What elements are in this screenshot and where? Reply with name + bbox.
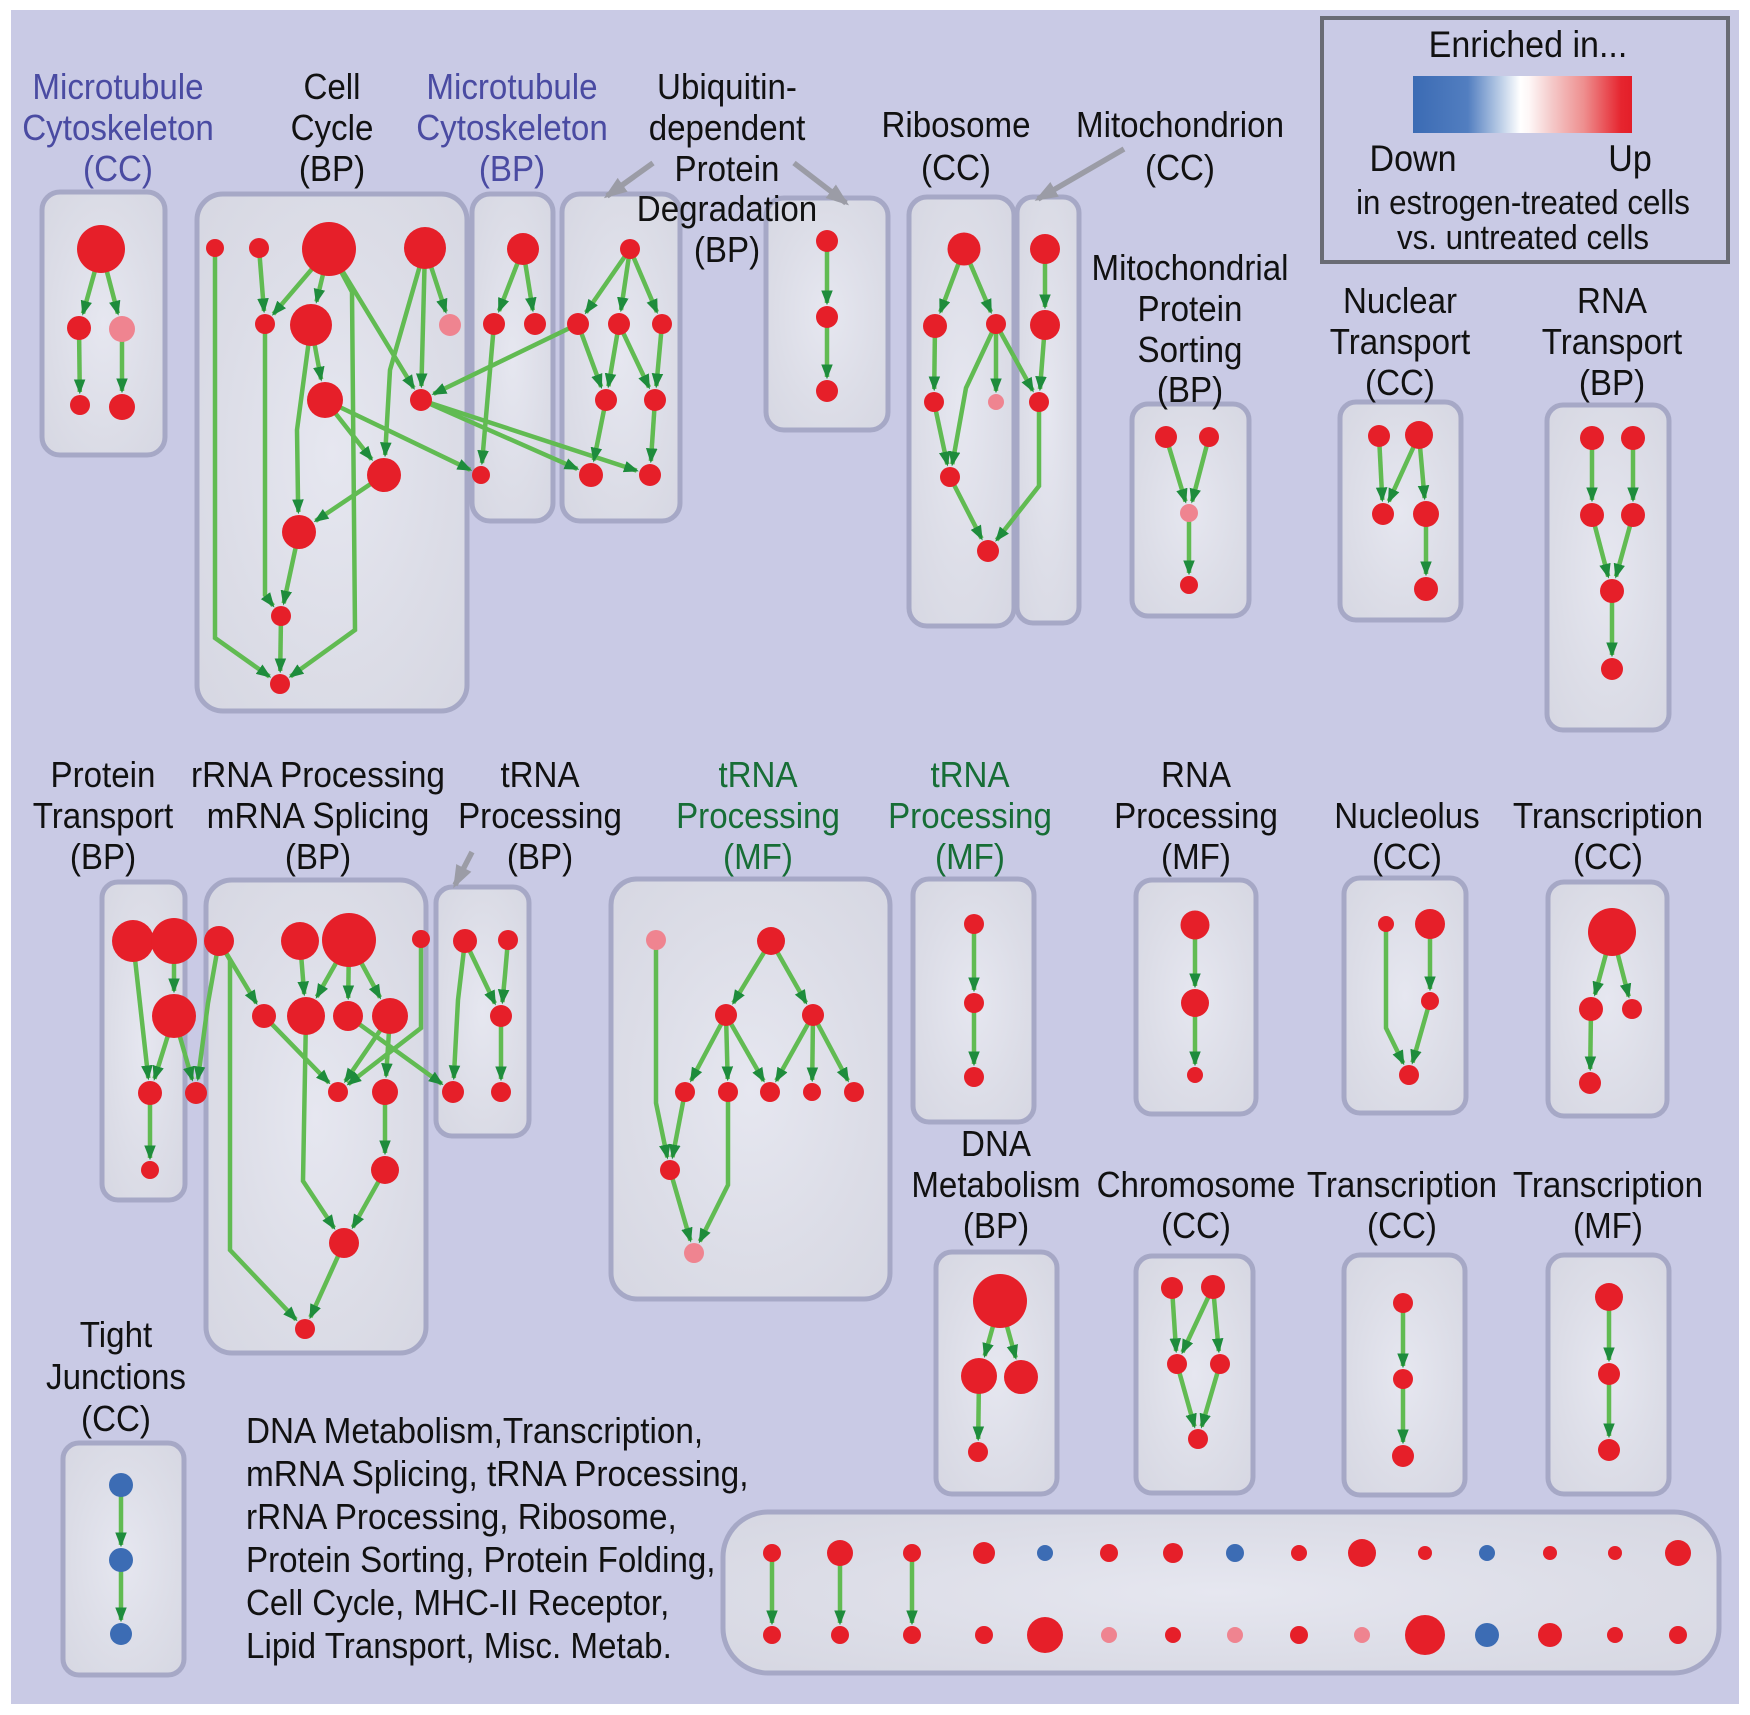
svg-text:(MF): (MF) [1161,836,1231,877]
svg-text:Metabolism: Metabolism [911,1164,1080,1205]
svg-text:(CC): (CC) [83,148,153,189]
svg-text:Cell Cycle, MHC-II Receptor,: Cell Cycle, MHC-II Receptor, [246,1582,669,1623]
svg-text:Processing: Processing [888,795,1052,836]
svg-text:Tight: Tight [80,1314,152,1355]
svg-text:Ribosome: Ribosome [881,104,1030,145]
svg-text:(BP): (BP) [963,1205,1029,1246]
svg-text:(BP): (BP) [285,836,351,877]
svg-text:(MF): (MF) [723,836,793,877]
svg-text:Nucleolus: Nucleolus [1334,795,1479,836]
svg-text:(CC): (CC) [81,1398,151,1439]
svg-text:tRNA: tRNA [718,754,797,795]
svg-text:rRNA Processing, Ribosome,: rRNA Processing, Ribosome, [246,1496,677,1537]
svg-text:Transport: Transport [1542,321,1683,362]
svg-text:Degradation: Degradation [637,188,817,229]
svg-text:(CC): (CC) [1365,362,1435,403]
svg-text:(MF): (MF) [935,836,1005,877]
svg-text:Ubiquitin-: Ubiquitin- [657,66,797,107]
svg-text:Mitochondrion: Mitochondrion [1076,104,1284,145]
svg-text:Protein: Protein [675,148,780,189]
svg-text:RNA: RNA [1577,280,1647,321]
svg-text:Cell: Cell [303,66,360,107]
svg-text:(CC): (CC) [921,147,991,188]
svg-text:Cytoskeleton: Cytoskeleton [416,107,608,148]
svg-text:DNA: DNA [961,1123,1031,1164]
svg-text:(CC): (CC) [1573,836,1643,877]
svg-text:(BP): (BP) [70,836,136,877]
svg-text:Microtubule: Microtubule [32,66,203,107]
svg-text:tRNA: tRNA [930,754,1009,795]
svg-text:Processing: Processing [676,795,840,836]
svg-text:Transcription: Transcription [1513,795,1703,836]
svg-text:Transport: Transport [1330,321,1471,362]
svg-text:(BP): (BP) [479,148,545,189]
svg-text:Transcription: Transcription [1513,1164,1703,1205]
svg-text:mRNA Splicing, tRNA Processing: mRNA Splicing, tRNA Processing, [246,1453,749,1494]
svg-text:vs. untreated cells: vs. untreated cells [1397,219,1649,257]
svg-text:tRNA: tRNA [500,754,579,795]
svg-text:mRNA Splicing: mRNA Splicing [207,795,430,836]
svg-text:Up: Up [1608,138,1652,179]
svg-text:(BP): (BP) [694,229,760,270]
svg-text:Processing: Processing [1114,795,1278,836]
svg-text:(BP): (BP) [299,148,365,189]
svg-text:Protein: Protein [51,754,156,795]
svg-text:(CC): (CC) [1367,1205,1437,1246]
svg-text:Transcription: Transcription [1307,1164,1497,1205]
svg-text:Chromosome: Chromosome [1097,1164,1296,1205]
svg-text:in estrogen-treated cells: in estrogen-treated cells [1356,184,1690,222]
svg-text:Cytoskeleton: Cytoskeleton [22,107,214,148]
svg-text:(BP): (BP) [507,836,573,877]
svg-text:Mitochondrial: Mitochondrial [1092,247,1289,288]
svg-text:DNA Metabolism,Transcription,: DNA Metabolism,Transcription, [246,1410,703,1451]
svg-text:Protein Sorting, Protein Foldi: Protein Sorting, Protein Folding, [246,1539,716,1580]
svg-text:Protein: Protein [1138,288,1243,329]
svg-text:Transport: Transport [33,795,174,836]
svg-text:RNA: RNA [1161,754,1231,795]
svg-text:(CC): (CC) [1372,836,1442,877]
svg-text:Cycle: Cycle [291,107,374,148]
svg-text:(CC): (CC) [1145,147,1215,188]
svg-text:Sorting: Sorting [1138,329,1243,370]
svg-text:(BP): (BP) [1157,369,1223,410]
svg-text:Processing: Processing [458,795,622,836]
svg-text:Enriched in...: Enriched in... [1429,24,1628,65]
svg-text:Lipid Transport, Misc. Metab.: Lipid Transport, Misc. Metab. [246,1625,672,1666]
svg-text:rRNA Processing: rRNA Processing [191,754,445,795]
svg-text:(BP): (BP) [1579,362,1645,403]
svg-text:Microtubule: Microtubule [426,66,597,107]
svg-text:dependent: dependent [649,107,806,148]
svg-text:Nuclear: Nuclear [1343,280,1457,321]
svg-text:(CC): (CC) [1161,1205,1231,1246]
svg-text:(MF): (MF) [1573,1205,1643,1246]
svg-text:Down: Down [1370,138,1457,179]
svg-text:Junctions: Junctions [46,1356,186,1397]
